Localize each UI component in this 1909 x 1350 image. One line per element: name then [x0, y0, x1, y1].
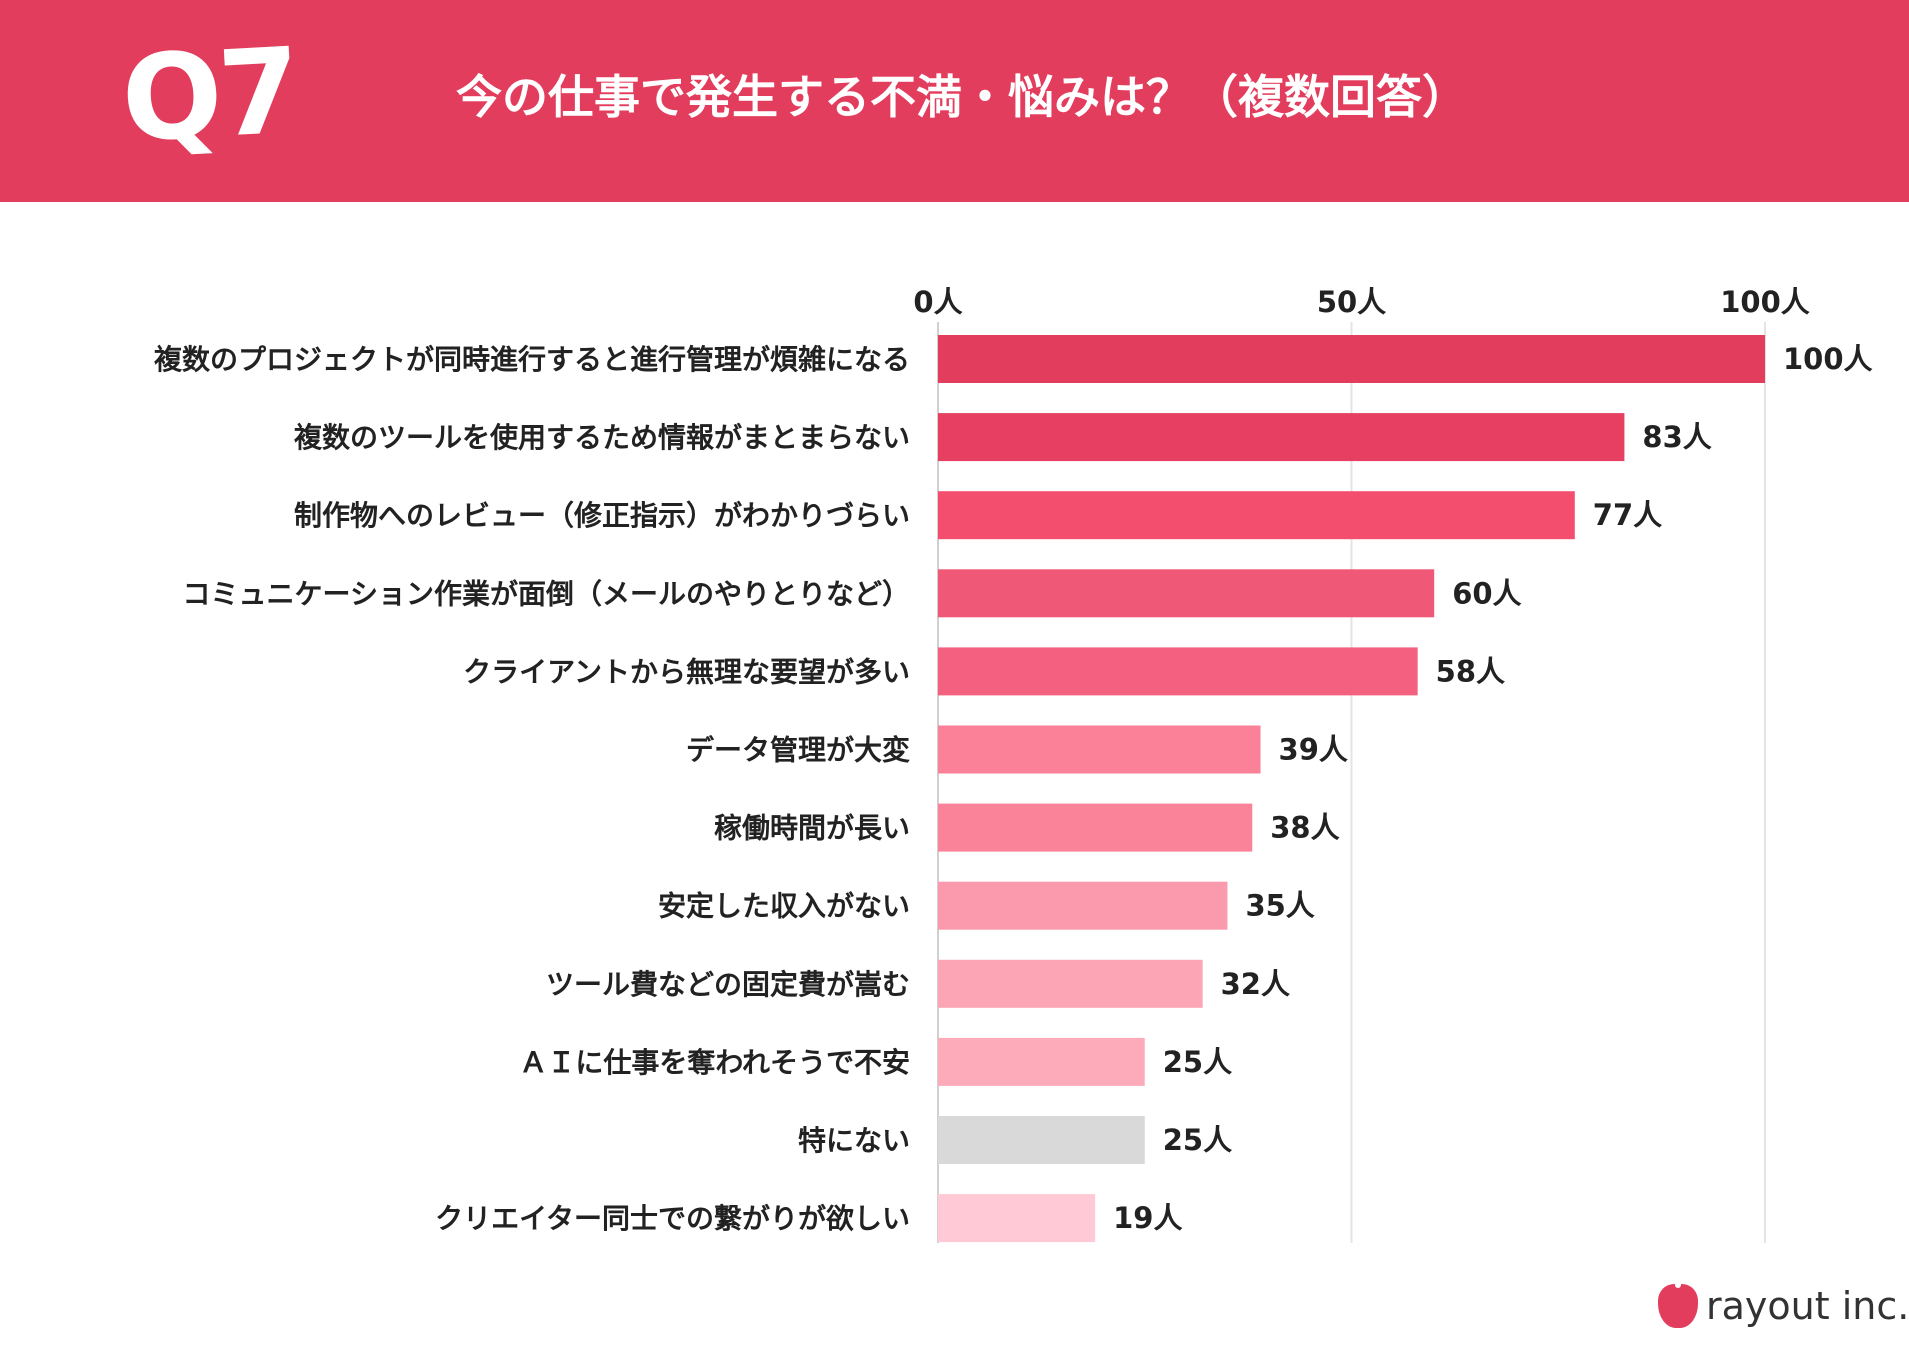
apple-logo-icon: [1658, 1278, 1698, 1328]
bar-5: [938, 647, 1418, 696]
value-label-5: 58人: [1436, 654, 1505, 688]
category-label-6: データ管理が大変: [686, 734, 910, 767]
category-label-2: 複数のツールを使用するため情報がまとまらない: [294, 421, 910, 454]
bar-7: [938, 803, 1253, 852]
category-labels: 複数のプロジェクトが同時進行すると進行管理が煩雑になる複数のツールを使用するため…: [154, 343, 910, 1235]
brand-name: rayout inc.: [1706, 1284, 1909, 1328]
value-label-9: 32人: [1221, 967, 1290, 1001]
value-label-12: 19人: [1113, 1201, 1182, 1235]
axis-ticks: 0人 50人 100人: [913, 285, 1809, 319]
category-label-8: 安定した収入がない: [658, 890, 910, 923]
bar-8: [938, 881, 1228, 930]
category-label-3: 制作物へのレビュー（修正指示）がわかりづらい: [294, 499, 910, 532]
bar-3: [938, 491, 1575, 540]
value-label-8: 35人: [1245, 889, 1314, 923]
category-label-11: 特にない: [798, 1124, 910, 1157]
value-label-7: 38人: [1270, 811, 1339, 845]
bar-2: [938, 413, 1625, 462]
value-label-6: 39人: [1279, 733, 1348, 767]
tick-label-0: 0人: [913, 285, 962, 319]
chart-title: 今の仕事で発生する不満・悩みは？（複数回答）: [456, 70, 1468, 124]
bars: [938, 335, 1765, 1243]
header-banner: Q7 今の仕事で発生する不満・悩みは？（複数回答）: [0, 0, 1909, 202]
bar-1: [938, 335, 1765, 383]
bar-11: [938, 1116, 1145, 1164]
brand-logo: rayout inc.: [1658, 1278, 1909, 1330]
value-label-1: 100人: [1783, 342, 1873, 376]
grid-lines: [937, 322, 1766, 1243]
category-label-1: 複数のプロジェクトが同時進行すると進行管理が煩雑になる: [154, 343, 910, 376]
value-label-10: 25人: [1163, 1045, 1232, 1079]
bar-10: [938, 1037, 1145, 1086]
tick-label-50: 50人: [1317, 285, 1386, 319]
category-label-7: 稼働時間が長い: [714, 812, 910, 845]
value-label-11: 25人: [1163, 1123, 1232, 1157]
category-label-4: コミュニケーション作業が面倒（メールのやりとりなど）: [183, 577, 910, 610]
bar-4: [938, 569, 1435, 618]
category-label-12: クリエイター同士での繋がりが欲しい: [435, 1202, 910, 1235]
tick-label-100: 100人: [1720, 285, 1810, 319]
value-label-2: 83人: [1642, 420, 1711, 454]
bar-9: [938, 959, 1203, 1008]
bar-6: [938, 725, 1261, 774]
category-label-9: ツール費などの固定費が嵩む: [546, 968, 910, 1001]
bar-12: [938, 1194, 1096, 1243]
category-label-5: クライアントから無理な要望が多い: [463, 655, 910, 688]
value-label-3: 77人: [1593, 498, 1662, 532]
value-label-4: 60人: [1452, 576, 1521, 610]
value-labels: 100人 83人 77人 60人 58人 39人 38人 35人 32人 25人 25人 19人: [1113, 342, 1872, 1235]
category-label-10: ＡＩに仕事を奪われそうで不安: [519, 1046, 910, 1079]
